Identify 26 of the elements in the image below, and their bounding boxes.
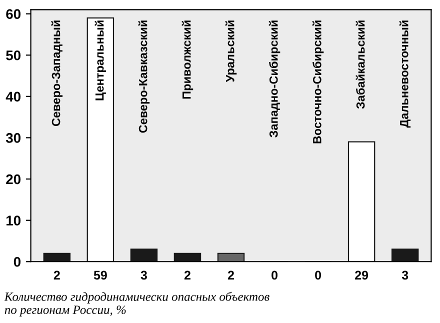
y-tick-label: 0 (14, 256, 21, 267)
y-tick-label: 10 (6, 216, 21, 226)
data-label: 2 (54, 270, 60, 280)
x-tick-label: Дальневосточный (399, 20, 411, 128)
y-tick-label: 20 (6, 174, 21, 184)
y-tick-label: 50 (6, 50, 21, 60)
x-tick-label: Забайкальский (356, 20, 365, 109)
x-tick-label: Приволжский (182, 20, 194, 99)
data-label: 2 (228, 270, 234, 280)
x-tick-label: Восточно-Сибирский (312, 20, 324, 144)
x-tick-label: Центральный (94, 20, 106, 100)
x-tick-label: Западно-Сибирский (268, 20, 280, 138)
data-label: 0 (315, 270, 322, 280)
data-label: 3 (140, 270, 147, 280)
data-label: 3 (402, 270, 408, 280)
y-tick-label: 60 (6, 9, 21, 19)
data-label: 0 (272, 270, 278, 280)
y-tick-label: 30 (6, 133, 21, 143)
data-label: 59 (94, 270, 107, 280)
text: Количество гидродинамически опасных объектов по регионам России, % (4, 292, 270, 317)
x-tick-label: Северо-Западный (51, 20, 63, 126)
data-label: 29 (355, 270, 368, 280)
y-tick-label: 40 (6, 92, 21, 102)
x-tick-label: Уральский (225, 20, 237, 82)
data-label: 2 (184, 270, 190, 280)
x-tick-label: Северо-Кавказский (138, 20, 150, 133)
